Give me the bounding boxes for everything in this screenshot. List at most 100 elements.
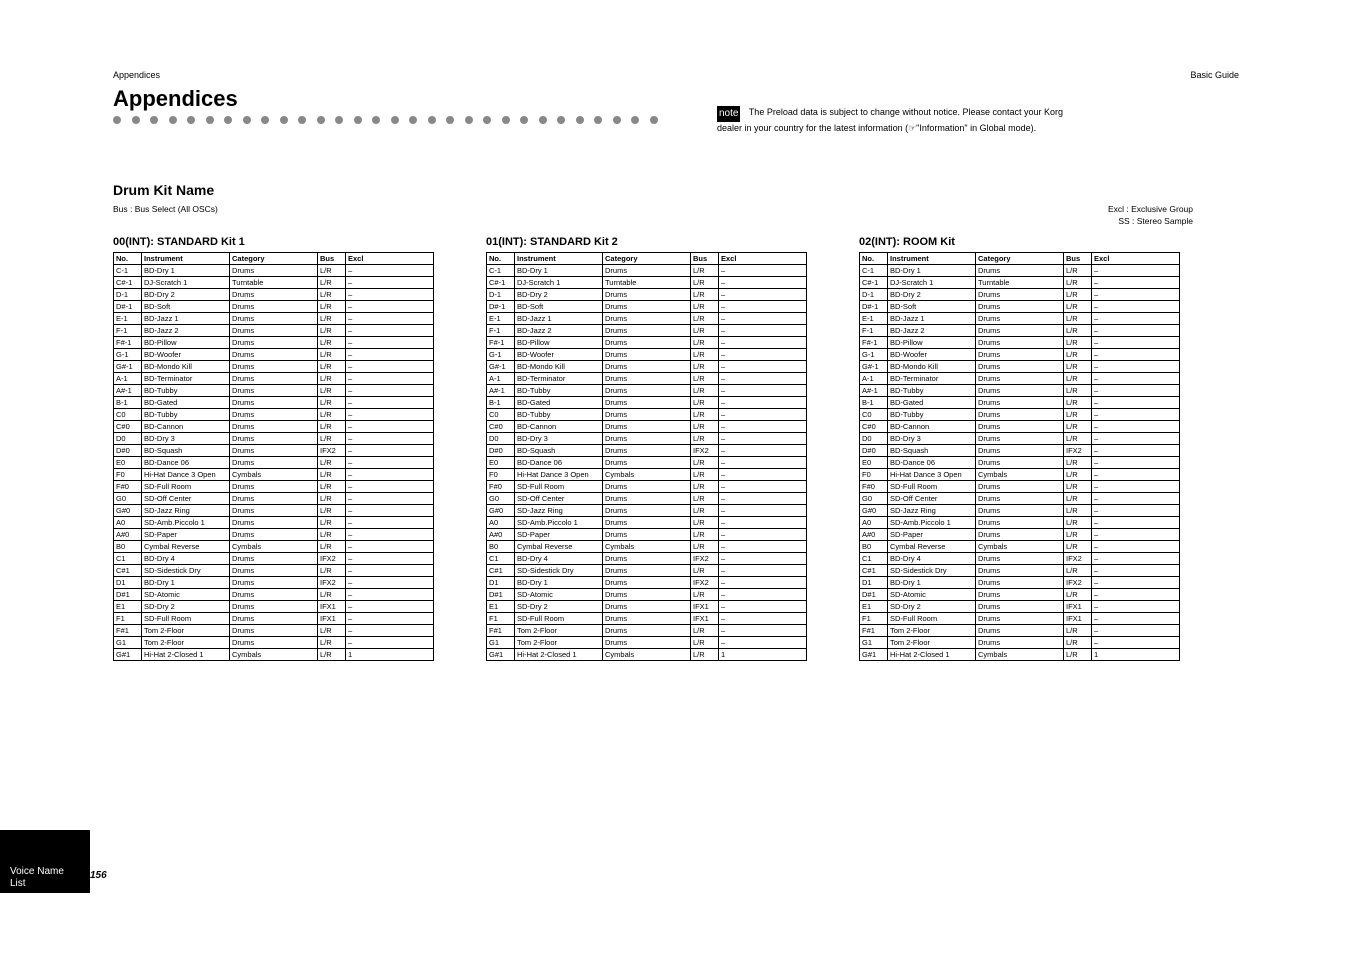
cell: Drums [976,601,1064,613]
cell: Hi-Hat Dance 3 Open [888,469,976,481]
note-line-0: The Preload data is subject to change wi… [749,107,1063,117]
cell: SD-Paper [515,529,603,541]
cell: B0 [487,541,515,553]
cell: IFX2 [318,553,346,565]
cell: – [719,457,807,469]
cell: Drums [230,457,318,469]
cell: B0 [860,541,888,553]
cell: L/R [691,457,719,469]
cell: BD-Gated [142,397,230,409]
cell: – [719,565,807,577]
cell: L/R [691,565,719,577]
cell: Cymbals [976,541,1064,553]
cell: Cymbals [976,649,1064,661]
col-header: No. [860,253,888,265]
cell: IFX2 [1064,553,1092,565]
cell: – [346,565,434,577]
cell: Drums [603,349,691,361]
cell: Drums [603,373,691,385]
dot-icon [187,116,195,124]
cell: Drums [230,433,318,445]
col-header: Excl [719,253,807,265]
cell: L/R [1064,505,1092,517]
cell: Tom 2-Floor [142,625,230,637]
cell: Drums [603,589,691,601]
dot-icon [446,116,454,124]
table-row: G#1Hi-Hat 2-Closed 1CymbalsL/R1 [114,649,434,661]
cell: BD-Tubby [142,385,230,397]
cell: C1 [860,553,888,565]
cell: – [1092,361,1180,373]
header-book: Basic Guide [1190,70,1239,80]
table-row: C#0BD-CannonDrumsL/R– [114,421,434,433]
cell: Drums [603,337,691,349]
cell: – [346,541,434,553]
dot-icon [243,116,251,124]
table-row: C0BD-TubbyDrumsL/R– [114,409,434,421]
cell: L/R [318,409,346,421]
cell: Drums [976,421,1064,433]
col-header: Bus [1064,253,1092,265]
cell: F0 [860,469,888,481]
cell: L/R [318,529,346,541]
cell: L/R [1064,433,1092,445]
page: Appendices Basic Guide Appendices note T… [113,70,1239,661]
cell: BD-Jazz 1 [142,313,230,325]
cell: A0 [487,517,515,529]
cell: A#0 [114,529,142,541]
dot-icon [317,116,325,124]
cell: SD-Atomic [515,589,603,601]
section-title: Drum Kit Name [113,182,1239,198]
cell: Drums [230,373,318,385]
cell: – [719,373,807,385]
cell: L/R [691,385,719,397]
cell: BD-Dance 06 [515,457,603,469]
cell: L/R [691,409,719,421]
cell: – [1092,385,1180,397]
cell: – [346,265,434,277]
table-row: G#0SD-Jazz RingDrumsL/R– [487,505,807,517]
table-row: E0BD-Dance 06DrumsL/R– [487,457,807,469]
cell: D1 [860,577,888,589]
dot-icon [169,116,177,124]
cell: SD-Atomic [888,589,976,601]
table-row: D0BD-Dry 3DrumsL/R– [487,433,807,445]
cell: – [346,589,434,601]
cell: B0 [114,541,142,553]
cell: Drums [976,373,1064,385]
cell: Drums [230,337,318,349]
cell: – [1092,457,1180,469]
col-header: Excl [346,253,434,265]
cell: – [1092,481,1180,493]
table-row: G#-1BD-Mondo KillDrumsL/R– [114,361,434,373]
table-row: G0SD-Off CenterDrumsL/R– [860,493,1180,505]
table-row: A#0SD-PaperDrumsL/R– [487,529,807,541]
cell: Drums [603,409,691,421]
cell: BD-Cannon [515,421,603,433]
note-badge: note [717,106,740,122]
cell: C#-1 [487,277,515,289]
cell: B-1 [114,397,142,409]
cell: L/R [318,625,346,637]
cell: L/R [318,349,346,361]
desc-right-0: Excl : Exclusive Group [1108,204,1193,214]
cell: Drums [976,553,1064,565]
cell: BD-Pillow [515,337,603,349]
desc-line-1: SS : Stereo Sample [113,216,1193,226]
table-row: G#-1BD-Mondo KillDrumsL/R– [860,361,1180,373]
cell: D#-1 [860,301,888,313]
cell: G#1 [487,649,515,661]
cell: Drums [603,637,691,649]
cell: L/R [1064,565,1092,577]
table-row: E0BD-Dance 06DrumsL/R– [860,457,1180,469]
cell: Tom 2-Floor [888,637,976,649]
cell: L/R [691,469,719,481]
cell: – [346,625,434,637]
table-row: D0BD-Dry 3DrumsL/R– [860,433,1180,445]
cell: – [1092,397,1180,409]
cell: L/R [1064,409,1092,421]
table-row: B-1BD-GatedDrumsL/R– [487,397,807,409]
table-row: C1BD-Dry 4DrumsIFX2– [860,553,1180,565]
cell: F#1 [114,625,142,637]
kit-block: 02(INT): ROOM KitNo.InstrumentCategoryBu… [859,236,1180,661]
